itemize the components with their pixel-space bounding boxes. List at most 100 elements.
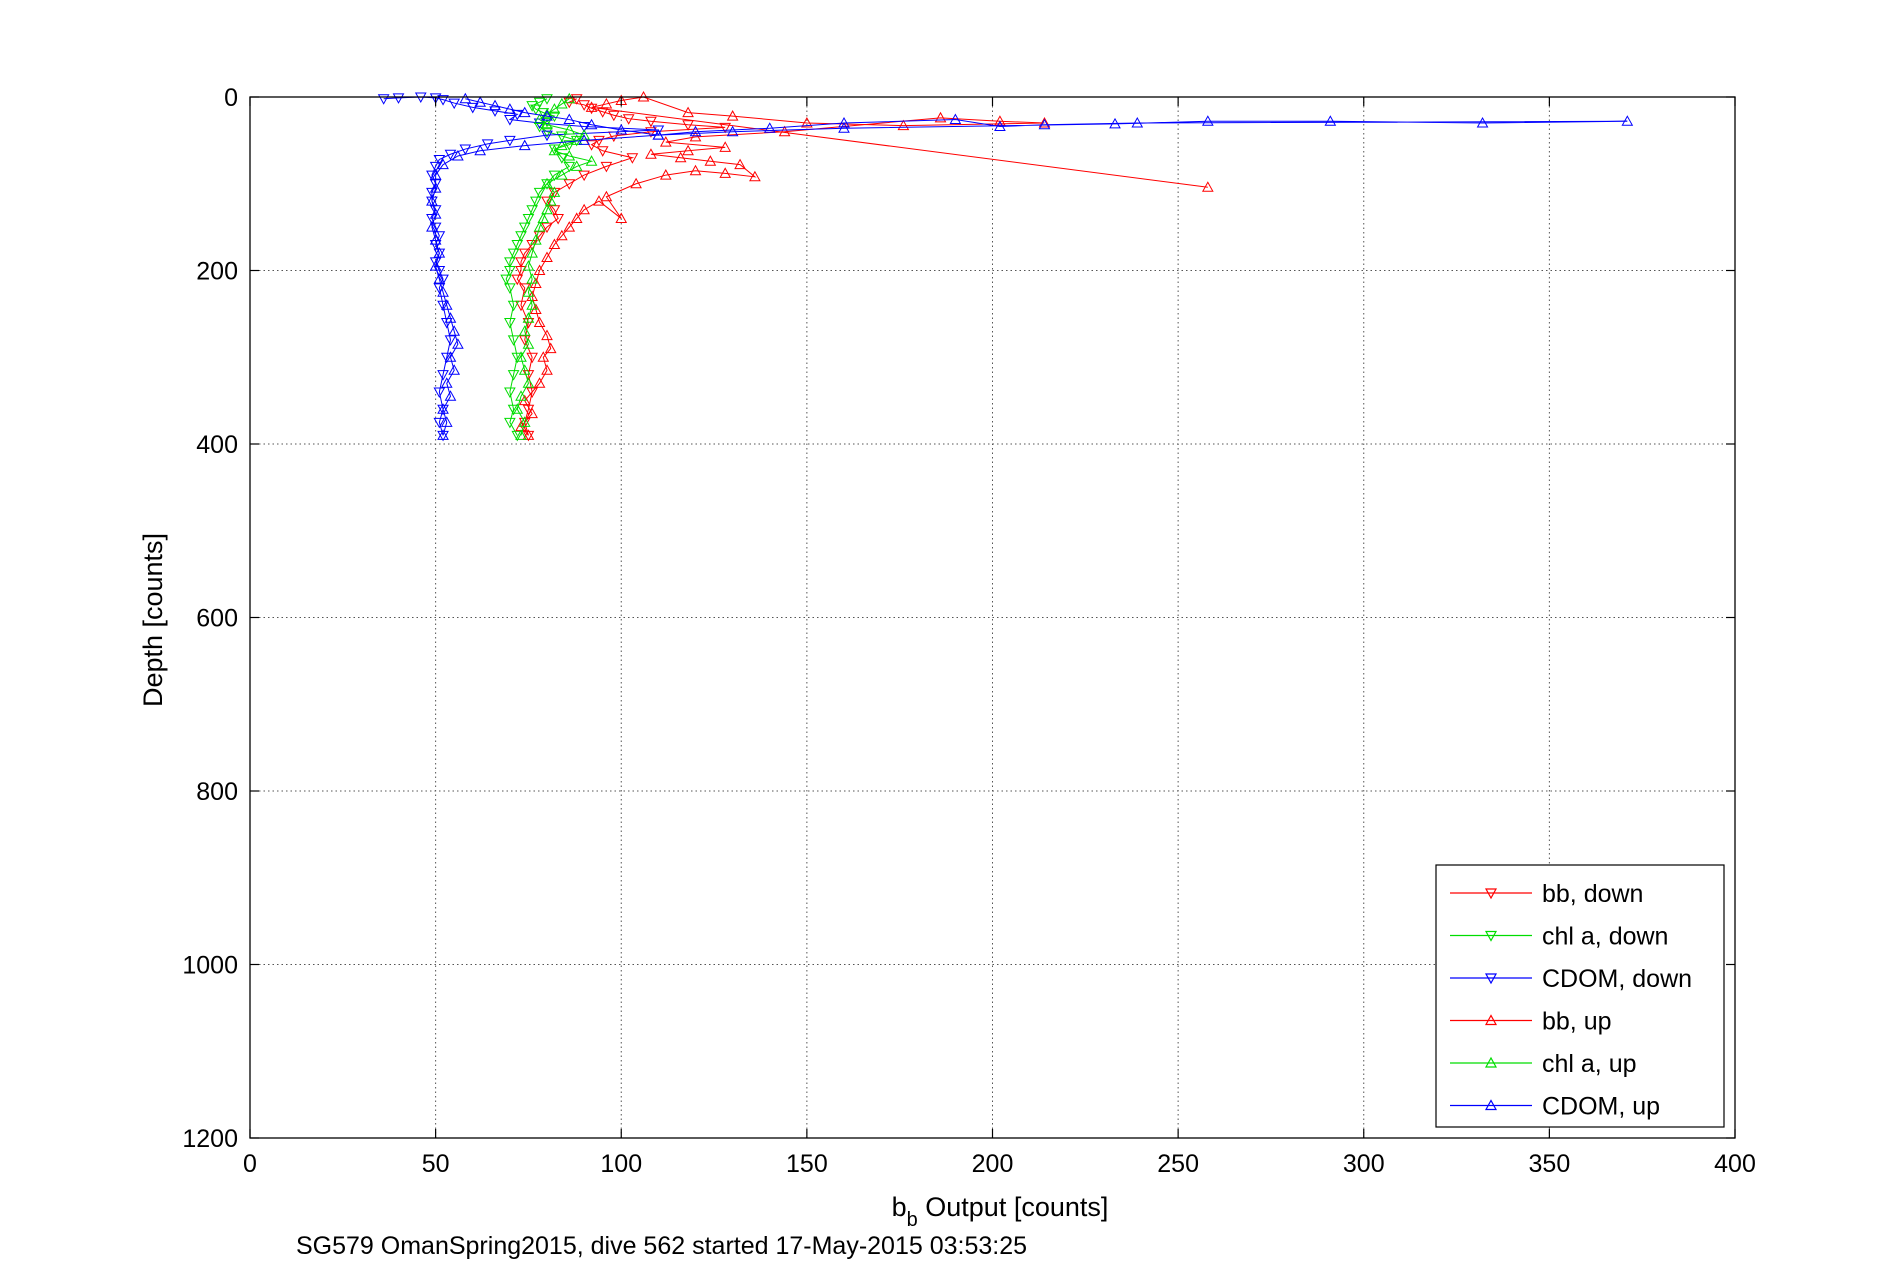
data-point [522, 286, 535, 297]
data-point [533, 264, 546, 275]
data-point [556, 169, 568, 180]
data-point [518, 222, 531, 234]
data-point [838, 116, 850, 128]
data-point [652, 129, 665, 140]
ticks-layer: 0 50 100 150 200 250 300 350 400 0 200 400 600 800 100… [182, 84, 1755, 1178]
data-point [585, 155, 598, 166]
data-point [504, 135, 516, 147]
legend-marker [1484, 973, 1498, 985]
data-point [570, 160, 583, 171]
data-point [615, 212, 628, 223]
x-axis-label: bb Output [counts] [892, 1192, 1109, 1231]
series-line [431, 98, 1628, 436]
series-line [516, 98, 594, 436]
data-point [1109, 117, 1121, 129]
data-point [515, 266, 527, 277]
data-point [726, 110, 739, 121]
data-point [556, 139, 568, 151]
legend-label: chl a, down [1542, 923, 1668, 951]
x-tick-label: 250 [1157, 1150, 1199, 1178]
data-point [719, 167, 732, 178]
data-point [437, 274, 449, 286]
data-point [429, 161, 442, 173]
data-point [440, 299, 453, 310]
data-point [1038, 116, 1051, 128]
grid-lines [250, 97, 1735, 1138]
legend-label: bb, up [1542, 1008, 1612, 1036]
legend: bb, down chl a, down CDOM, down bb, up chl a… [1435, 864, 1725, 1128]
data-point [448, 98, 461, 110]
y-tick-label: 1000 [182, 952, 238, 980]
x-axis-label-subscript: b [907, 1209, 918, 1231]
data-point [563, 123, 576, 135]
data-point [600, 161, 613, 173]
data-point [515, 351, 527, 362]
series-line [520, 96, 1208, 436]
data-point [437, 300, 449, 312]
data-point [515, 257, 527, 268]
legend-label: chl a, up [1542, 1050, 1637, 1078]
data-point [433, 154, 446, 166]
x-tick-label: 200 [972, 1150, 1014, 1178]
data-point [548, 205, 561, 216]
data-point [511, 403, 524, 414]
data-point [541, 364, 553, 375]
data-point [433, 273, 446, 284]
data-point [578, 129, 590, 140]
data-point [541, 127, 553, 138]
data-point [429, 260, 442, 271]
y-tick-label: 600 [196, 605, 238, 633]
data-point [500, 274, 513, 286]
data-point [440, 416, 453, 427]
data-point [1131, 116, 1144, 128]
data-point [544, 195, 557, 206]
data-point [734, 158, 746, 170]
data-point [541, 130, 553, 142]
data-point [429, 205, 442, 216]
data-point [515, 390, 527, 401]
data-point [440, 352, 453, 364]
data-point [511, 352, 524, 364]
data-point [726, 125, 739, 137]
data-point [548, 186, 561, 197]
data-point [838, 122, 850, 133]
x-axis-label-b: b [892, 1192, 907, 1222]
data-point [526, 101, 538, 112]
data-point [522, 338, 535, 349]
x-tick-label: 400 [1714, 1150, 1756, 1178]
data-point [541, 329, 553, 341]
data-point [433, 387, 446, 398]
data-point [433, 247, 446, 258]
data-point [504, 115, 516, 126]
data-point [444, 335, 457, 346]
data-point [507, 335, 520, 346]
data-point [615, 123, 628, 135]
data-point [429, 222, 442, 234]
data-point [518, 248, 531, 260]
data-point [578, 134, 590, 145]
data-point [466, 102, 479, 114]
data-point [511, 274, 524, 286]
data-point [578, 170, 590, 182]
data-point [600, 190, 613, 202]
data-point [1201, 181, 1214, 192]
data-point [533, 121, 546, 133]
data-point [548, 170, 561, 182]
data-point [437, 370, 449, 381]
data-point [552, 213, 564, 225]
data-point [452, 149, 464, 161]
legend-item: CDOM, down [1450, 965, 1692, 993]
data-point [448, 364, 461, 375]
data-point [630, 177, 642, 189]
data-point [585, 118, 598, 130]
y-tick-label: 0 [224, 84, 238, 112]
data-point [515, 231, 527, 242]
data-point [607, 110, 620, 122]
data-point [437, 286, 449, 297]
figure-caption: SG579 OmanSpring2015, dive 562 started 1… [296, 1232, 1027, 1260]
data-point [556, 229, 568, 241]
data-point [626, 153, 639, 164]
data-point [949, 113, 962, 125]
data-point [541, 116, 553, 128]
x-tick-label: 150 [786, 1150, 828, 1178]
